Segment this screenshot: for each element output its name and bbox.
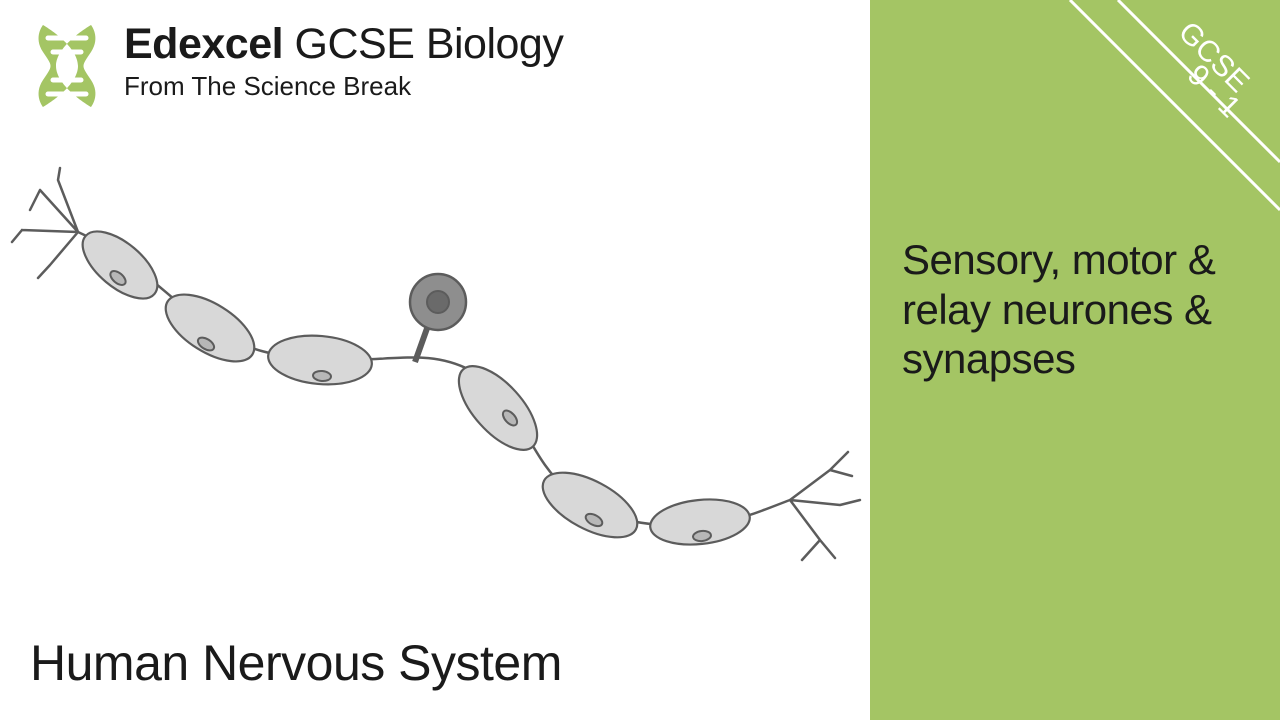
subtitle: From The Science Break [124,71,563,102]
main-title: Edexcel GCSE Biology [124,22,563,67]
title-bold-part: Edexcel [124,20,283,68]
title-block: Edexcel GCSE Biology From The Science Br… [124,20,563,102]
ribbon-line2: 9 - 1 [1181,58,1247,124]
neuron-diagram [0,160,870,580]
right-panel: Sensory, motor & relay neurones & synaps… [870,0,1280,720]
ribbon-line1: GCSE [1172,16,1255,99]
title-light-part: GCSE Biology [283,20,563,68]
sidebar-topic-text: Sensory, motor & relay neurones & synaps… [902,235,1252,384]
header: Edexcel GCSE Biology From The Science Br… [28,20,563,112]
section-title: Human Nervous System [30,634,562,692]
dna-logo-icon [28,20,106,112]
left-panel: Edexcel GCSE Biology From The Science Br… [0,0,870,720]
